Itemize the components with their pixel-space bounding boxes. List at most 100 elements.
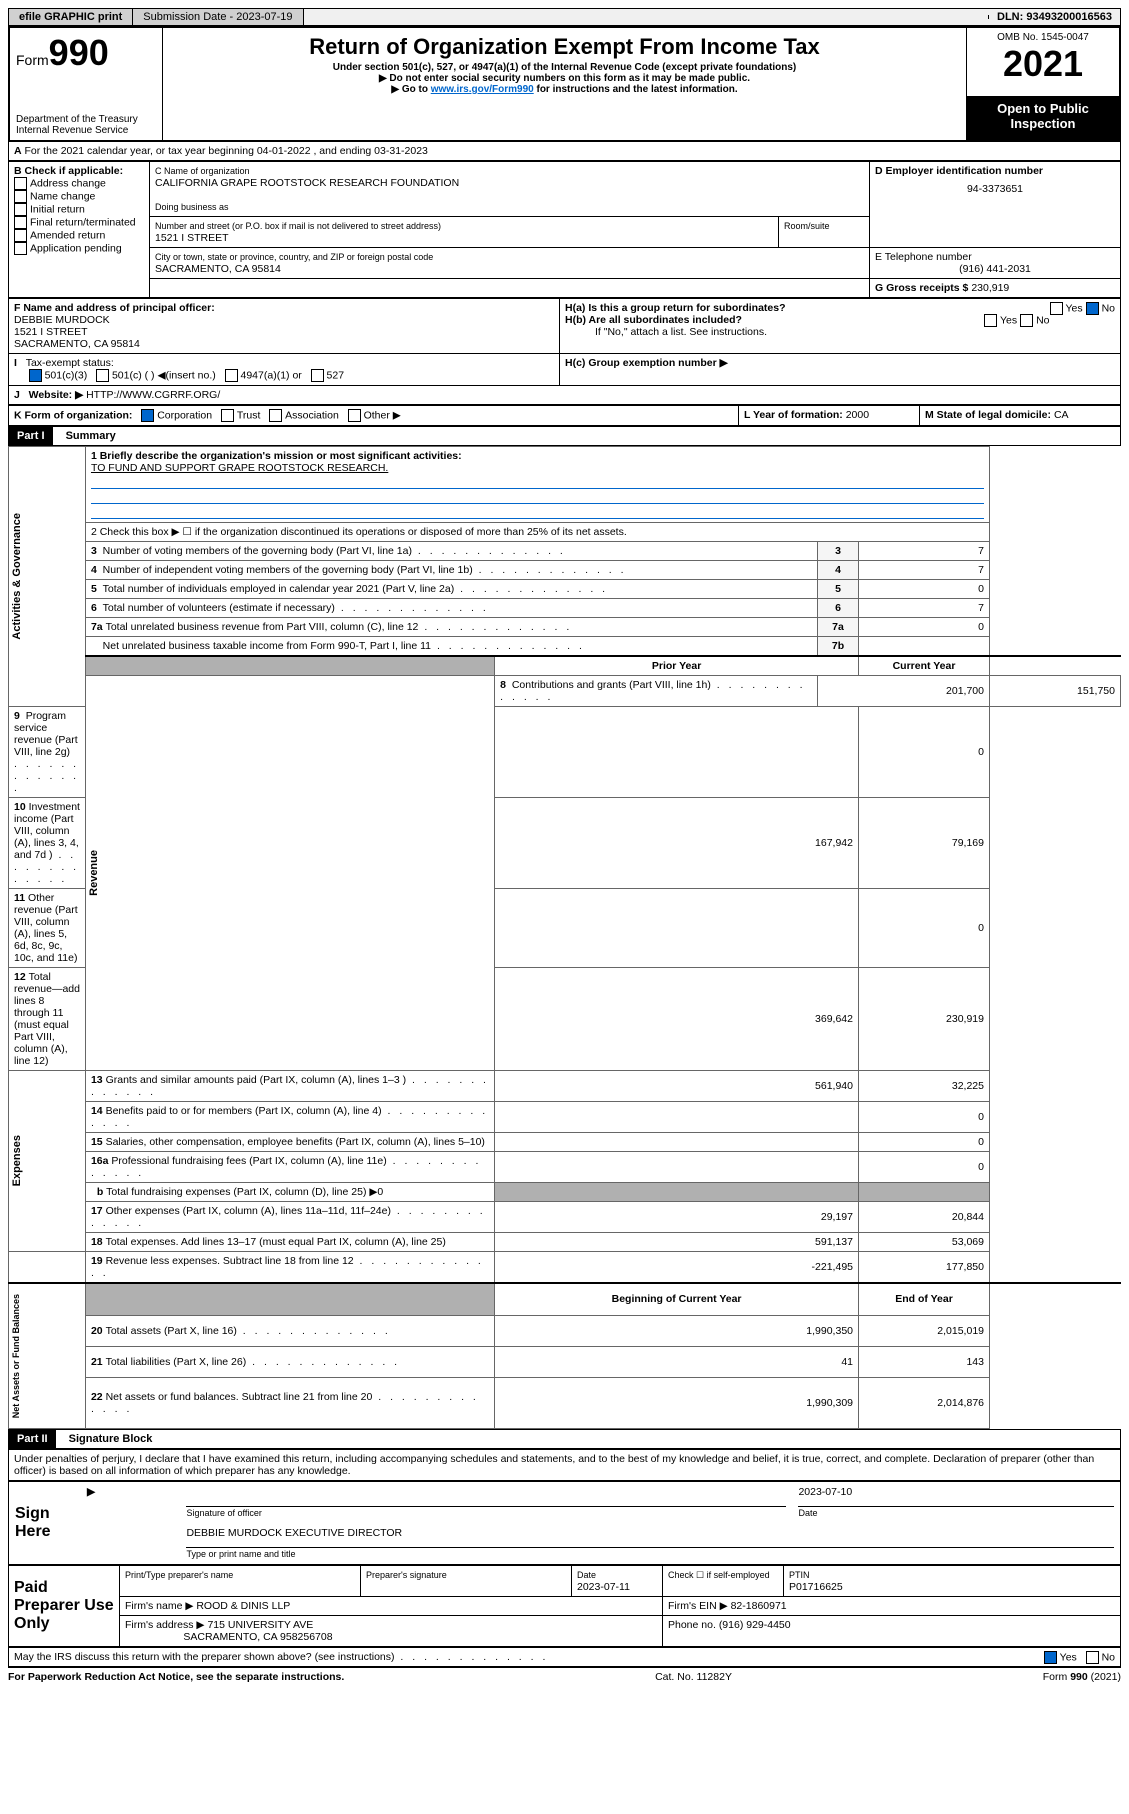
checkbox-trust[interactable] (221, 409, 234, 422)
r21-prior: 41 (495, 1346, 859, 1377)
summary-table: Activities & Governance 1 Briefly descri… (8, 446, 1121, 1429)
h-c: H(c) Group exemption number ▶ (565, 357, 728, 369)
efile-top-bar: efile GRAPHIC print Submission Date - 20… (8, 8, 1121, 26)
r3-label: Number of voting members of the governin… (103, 545, 566, 557)
sig-date: 2023-07-10 (798, 1486, 1114, 1507)
form-version: Form 990 (2021) (1043, 1671, 1121, 1683)
declaration: Under penalties of perjury, I declare th… (8, 1449, 1121, 1481)
room-label: Room/suite (784, 221, 830, 231)
r14-label: Benefits paid to or for members (Part IX… (91, 1105, 488, 1129)
identification-block: B Check if applicable: Address change Na… (8, 161, 1121, 298)
checkbox-other[interactable] (348, 409, 361, 422)
form-title: Return of Organization Exempt From Incom… (169, 34, 960, 60)
checkbox-hb-no[interactable] (1020, 314, 1033, 327)
firm-phone: (916) 929-4450 (719, 1619, 791, 1631)
checkbox-501c3[interactable] (29, 369, 42, 382)
ein-label: D Employer identification number (875, 165, 1043, 177)
self-employed-check: Check ☐ if self-employed (668, 1570, 770, 1580)
form-number: Form990 (16, 32, 156, 74)
r11-curr: 0 (859, 889, 990, 968)
telephone-label: E Telephone number (875, 251, 972, 263)
catalog-number: Cat. No. 11282Y (655, 1671, 732, 1683)
tax-year-line: A For the 2021 calendar year, or tax yea… (8, 142, 1121, 161)
year-formation-label: L Year of formation: (744, 409, 843, 421)
checkbox-initial-return[interactable] (14, 203, 27, 216)
current-year-header: Current Year (859, 656, 990, 676)
r16a-curr: 0 (859, 1152, 990, 1183)
r15-curr: 0 (859, 1133, 990, 1152)
prep-date: 2023-07-11 (577, 1581, 630, 1593)
checkbox-hb-yes[interactable] (984, 314, 997, 327)
officer-city: SACRAMENTO, CA 95814 (14, 338, 140, 350)
r8-label: Contributions and grants (Part VIII, lin… (500, 679, 805, 703)
line1-value: TO FUND AND SUPPORT GRAPE ROOTSTOCK RESE… (91, 462, 388, 474)
city-label: City or town, state or province, country… (155, 252, 433, 262)
checkbox-discuss-yes[interactable] (1044, 1651, 1057, 1664)
r22-curr: 2,014,876 (859, 1378, 990, 1429)
r17-prior: 29,197 (495, 1202, 859, 1233)
form-header: Form990 Department of the Treasury Inter… (8, 26, 1121, 142)
ptin-value: P01716625 (789, 1581, 843, 1593)
checkbox-final-return[interactable] (14, 216, 27, 229)
dln: DLN: 93493200016563 (989, 9, 1120, 25)
section-b-label: B Check if applicable: (14, 165, 123, 177)
checkbox-address-change[interactable] (14, 177, 27, 190)
checkbox-corporation[interactable] (141, 409, 154, 422)
r4-val: 7 (859, 561, 990, 580)
checkbox-amended-return[interactable] (14, 229, 27, 242)
part1-heading: Summary (56, 430, 116, 442)
name-title-label: Type or print name and title (186, 1549, 295, 1559)
public-inspection: Open to Public Inspection (967, 97, 1121, 141)
tax-year: 2021 (973, 43, 1113, 85)
h-b: H(b) Are all subordinates included? Yes … (565, 314, 1115, 326)
r18-curr: 53,069 (859, 1233, 990, 1252)
r13-label: Grants and similar amounts paid (Part IX… (91, 1074, 489, 1098)
r21-curr: 143 (859, 1346, 990, 1377)
r12-curr: 230,919 (859, 968, 990, 1071)
netassets-label: Net Assets or Fund Balances (9, 1284, 23, 1428)
revenue-label: Revenue (86, 840, 102, 906)
org-name-label: C Name of organization (155, 166, 250, 176)
tax-exempt-label: Tax-exempt status: (26, 357, 114, 369)
checkbox-ha-no[interactable] (1086, 302, 1099, 315)
irs-link[interactable]: www.irs.gov/Form990 (431, 84, 534, 95)
state-domicile-label: M State of legal domicile: (925, 409, 1051, 421)
checkbox-501c[interactable] (96, 369, 109, 382)
r22-label: Net assets or fund balances. Subtract li… (91, 1391, 479, 1415)
dba-label: Doing business as (155, 202, 229, 212)
gross-receipts-label: G Gross receipts $ (875, 282, 968, 294)
officer-name: DEBBIE MURDOCK (14, 314, 110, 326)
r15-label: Salaries, other compensation, employee b… (106, 1136, 485, 1148)
r9-curr: 0 (859, 707, 990, 798)
firm-city: SACRAMENTO, CA 958256708 (183, 1631, 332, 1643)
r9-label: Program service revenue (Part VIII, line… (14, 710, 79, 794)
r13-curr: 32,225 (859, 1071, 990, 1102)
r20-label: Total assets (Part X, line 16) (106, 1325, 391, 1337)
r12-prior: 369,642 (495, 968, 859, 1071)
efile-print-button[interactable]: efile GRAPHIC print (9, 9, 133, 25)
website-label: Website: ▶ (29, 389, 84, 401)
r18-prior: 591,137 (495, 1233, 859, 1252)
checkbox-ha-yes[interactable] (1050, 302, 1063, 315)
r12-label: Total revenue—add lines 8 through 11 (mu… (14, 971, 80, 1067)
telephone-value: (916) 441-2031 (875, 263, 1115, 275)
officer-name-title: DEBBIE MURDOCK EXECUTIVE DIRECTOR (186, 1527, 1114, 1548)
r19-curr: 177,850 (859, 1252, 990, 1284)
checkbox-name-change[interactable] (14, 190, 27, 203)
r8-curr: 151,750 (990, 676, 1121, 707)
page-footer: For Paperwork Reduction Act Notice, see … (8, 1667, 1121, 1683)
officer-street: 1521 I STREET (14, 326, 88, 338)
r4-label: Number of independent voting members of … (103, 564, 627, 576)
submission-date: Submission Date - 2023-07-19 (133, 9, 303, 25)
checkbox-4947[interactable] (225, 369, 238, 382)
sig-officer-label: Signature of officer (186, 1508, 261, 1518)
dept-treasury: Department of the Treasury (16, 114, 156, 125)
part2-heading: Signature Block (59, 1433, 153, 1445)
checkbox-527[interactable] (311, 369, 324, 382)
gov-label: Activities & Governance (9, 503, 25, 650)
checkbox-association[interactable] (269, 409, 282, 422)
r14-curr: 0 (859, 1102, 990, 1133)
r5-val: 0 (859, 580, 990, 599)
checkbox-application-pending[interactable] (14, 242, 27, 255)
checkbox-discuss-no[interactable] (1086, 1651, 1099, 1664)
